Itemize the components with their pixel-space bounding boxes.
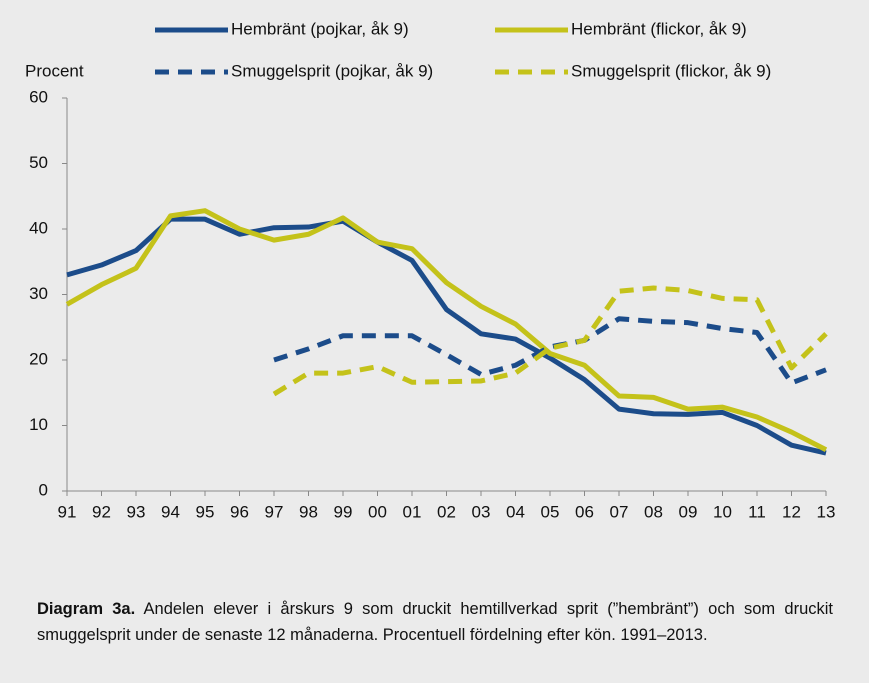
- caption-text: Andelen elever i årskurs 9 som druckit h…: [37, 600, 833, 644]
- y-tick-label: 10: [29, 415, 48, 434]
- x-tick-label: 95: [196, 502, 215, 521]
- x-tick-label: 00: [368, 502, 387, 521]
- x-tick-label: 02: [437, 502, 456, 521]
- x-tick-label: 13: [817, 502, 836, 521]
- x-tick-label: 94: [161, 502, 180, 521]
- x-tick-label: 07: [610, 502, 629, 521]
- y-tick-label: 50: [29, 153, 48, 172]
- legend-label: Hembränt (flickor, åk 9): [571, 19, 747, 38]
- x-tick-label: 11: [748, 502, 766, 521]
- x-tick-label: 99: [334, 502, 353, 521]
- caption: Diagram 3a. Andelen elever i årskurs 9 s…: [37, 596, 833, 648]
- y-tick-label: 20: [29, 349, 48, 368]
- x-tick-label: 09: [679, 502, 698, 521]
- x-tick-label: 12: [782, 502, 801, 521]
- y-tick-label: 0: [39, 480, 48, 499]
- x-tick-label: 08: [644, 502, 663, 521]
- series-line: [273, 316, 827, 386]
- x-tick-label: 06: [575, 502, 594, 521]
- legend-label: Smuggelsprit (pojkar, åk 9): [231, 61, 433, 80]
- series-line: [272, 285, 828, 397]
- x-tick-label: 92: [92, 502, 111, 521]
- y-axis-label: Procent: [25, 61, 84, 80]
- x-tick-label: 96: [230, 502, 249, 521]
- caption-label: Diagram 3a.: [37, 600, 136, 618]
- y-tick-label: 60: [29, 87, 48, 106]
- x-tick-label: 98: [299, 502, 318, 521]
- x-tick-label: 91: [58, 502, 77, 521]
- y-tick-label: 30: [29, 284, 48, 303]
- y-tick-label: 40: [29, 218, 48, 237]
- x-tick-label: 03: [472, 502, 491, 521]
- x-tick-label: 05: [541, 502, 560, 521]
- x-tick-label: 97: [265, 502, 284, 521]
- x-tick-label: 04: [506, 502, 525, 521]
- legend-label: Smuggelsprit (flickor, åk 9): [571, 61, 771, 80]
- x-tick-label: 93: [127, 502, 146, 521]
- x-tick-label: 01: [403, 502, 422, 521]
- series-line: [66, 216, 827, 456]
- series-line: [65, 208, 828, 452]
- legend-label: Hembränt (pojkar, åk 9): [231, 19, 409, 38]
- x-tick-label: 10: [713, 502, 732, 521]
